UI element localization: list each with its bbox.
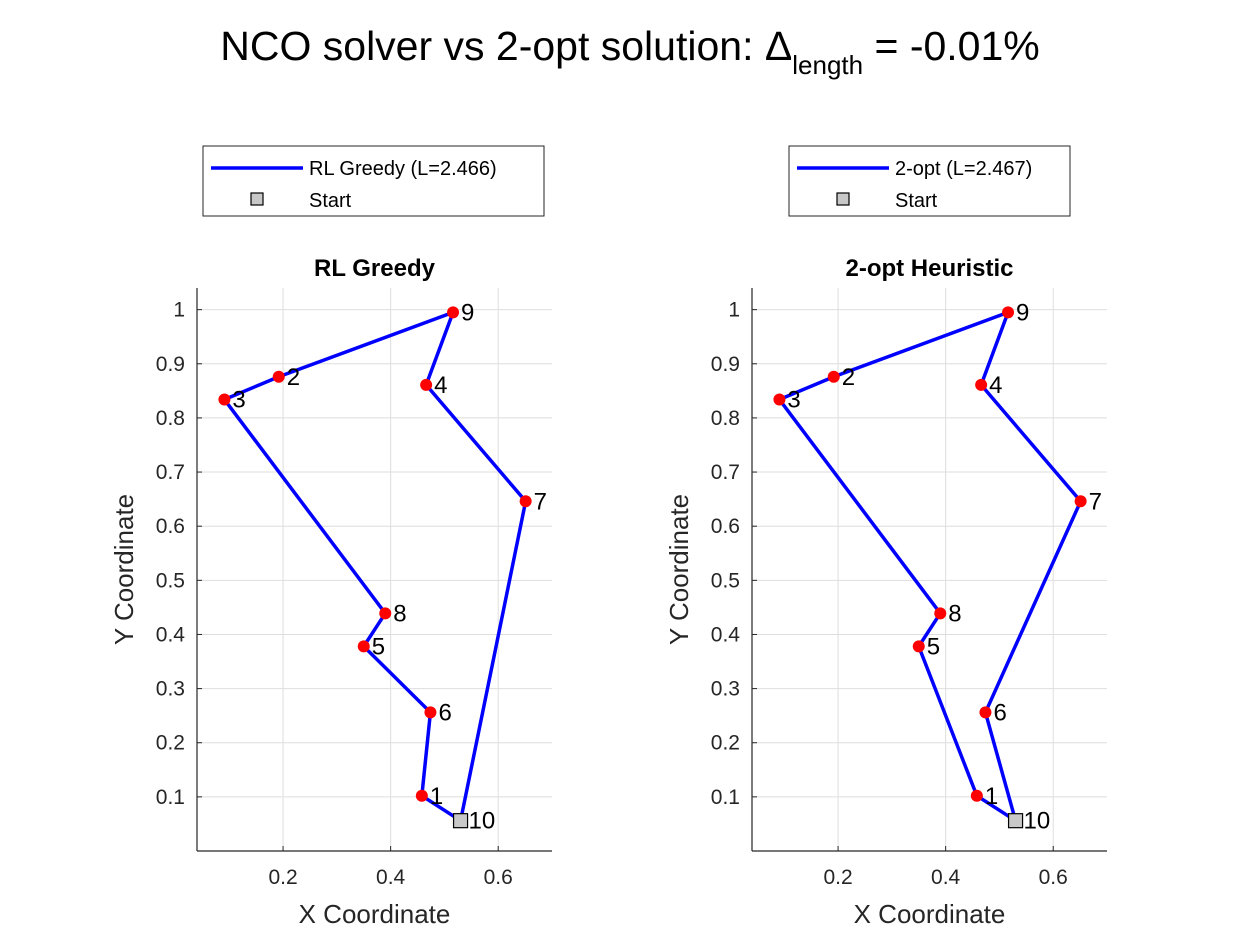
legend-entry-tour: RL Greedy (L=2.466) (309, 158, 497, 180)
legend-start-swatch (836, 192, 850, 206)
y-tick-label: 0.7 (711, 461, 740, 484)
node-label: 4 (434, 372, 447, 399)
node-marker (424, 706, 437, 719)
start-marker (452, 813, 469, 829)
node-label: 10 (469, 808, 496, 835)
y-tick-label: 0.1 (156, 786, 185, 809)
plot-area (197, 288, 552, 851)
y-tick-label: 0.5 (711, 569, 740, 592)
node-marker (357, 640, 370, 653)
node-marker (934, 607, 947, 620)
x-axis-label: X Coordinate (854, 899, 1006, 929)
y-tick-label: 1 (728, 299, 740, 322)
y-tick-label: 0.4 (156, 623, 186, 646)
node-label: 1 (985, 783, 998, 810)
node-marker (827, 370, 840, 383)
node-marker (415, 789, 428, 802)
figure-title-subscript: length (792, 50, 863, 80)
node-marker (773, 393, 786, 406)
legend: RL Greedy (L=2.466) Start (202, 145, 545, 217)
x-axis-label: X Coordinate (299, 899, 451, 929)
y-tick-label: 0.5 (156, 569, 185, 592)
y-tick-label: 0.3 (711, 678, 740, 701)
y-tick-label: 1 (173, 299, 185, 322)
x-tick-label: 0.6 (1039, 866, 1068, 889)
figure-title: NCO solver vs 2-opt solution: Δlength = … (220, 23, 1039, 80)
y-tick-label: 0.8 (711, 407, 740, 430)
node-marker (979, 706, 992, 719)
figure-title-main: NCO solver vs 2-opt solution: Δ (220, 23, 792, 69)
node-label: 9 (1016, 299, 1029, 326)
node-marker (218, 393, 231, 406)
subplot-2: 0.2 0.4 0.6 0.1 0.2 0.3 0.4 0.5 0.6 0.7 0.8 0.9 1 X C… (664, 145, 1107, 929)
y-tick-label: 0.9 (156, 353, 185, 376)
y-tick-label: 0.6 (711, 515, 740, 538)
node-marker (1002, 306, 1015, 319)
y-tick-label: 0.1 (711, 786, 740, 809)
node-marker (975, 378, 988, 391)
node-label: 5 (372, 633, 385, 660)
x-tick-label: 0.4 (376, 866, 406, 889)
node-label: 1 (430, 783, 443, 810)
node-label: 9 (461, 299, 474, 326)
legend-entry-start: Start (895, 190, 938, 212)
figure-title-tail: = -0.01% (863, 23, 1040, 69)
y-tick-label: 0.9 (711, 353, 740, 376)
subplot-1: 0.2 0.4 0.6 0.1 0.2 0.3 0.4 0.5 0.6 0.7 0.8 0.9 1 X C… (109, 145, 552, 929)
legend-start-swatch (250, 192, 264, 206)
subplot-panels: 0.2 0.4 0.6 0.1 0.2 0.3 0.4 0.5 0.6 0.7 0.8 0.9 1 X C… (109, 145, 1107, 929)
y-tick-label: 0.3 (156, 678, 185, 701)
node-marker (420, 378, 433, 391)
y-tick-label: 0.4 (711, 623, 741, 646)
legend-entry-tour: 2-opt (L=2.467) (895, 158, 1032, 180)
legend-box (788, 145, 1071, 217)
node-marker (272, 370, 285, 383)
node-marker (379, 607, 392, 620)
y-tick-label: 0.2 (711, 732, 740, 755)
x-tick-label: 0.2 (268, 866, 297, 889)
node-label: 2 (287, 364, 300, 391)
node-marker (970, 789, 983, 802)
x-tick-label: 0.2 (823, 866, 852, 889)
node-marker (1074, 495, 1087, 508)
legend-entry-start: Start (309, 190, 352, 212)
x-tick-label: 0.6 (484, 866, 513, 889)
y-tick-label: 0.7 (156, 461, 185, 484)
node-label: 2 (842, 364, 855, 391)
x-tick-label: 0.4 (931, 866, 961, 889)
plot-area (752, 288, 1107, 851)
y-tick-label: 0.8 (156, 407, 185, 430)
node-label: 7 (1089, 488, 1102, 515)
node-label: 4 (989, 372, 1002, 399)
subplot-title: 2-opt Heuristic (845, 255, 1013, 282)
legend: 2-opt (L=2.467) Start (788, 145, 1071, 217)
node-label: 3 (787, 387, 800, 414)
y-tick-label: 0.6 (156, 515, 185, 538)
y-axis-label: Y Coordinate (109, 494, 139, 645)
node-label: 8 (948, 600, 961, 627)
y-axis-label: Y Coordinate (664, 494, 694, 645)
node-marker (912, 640, 925, 653)
start-marker (1007, 813, 1024, 829)
y-tick-label: 0.2 (156, 732, 185, 755)
node-label: 3 (232, 387, 245, 414)
node-label: 8 (393, 600, 406, 627)
node-label: 6 (438, 699, 451, 726)
node-marker (519, 495, 532, 508)
node-marker (447, 306, 460, 319)
node-label: 6 (993, 699, 1006, 726)
node-label: 7 (534, 488, 547, 515)
subplot-title: RL Greedy (314, 255, 436, 282)
node-label: 5 (927, 633, 940, 660)
node-label: 10 (1024, 808, 1051, 835)
